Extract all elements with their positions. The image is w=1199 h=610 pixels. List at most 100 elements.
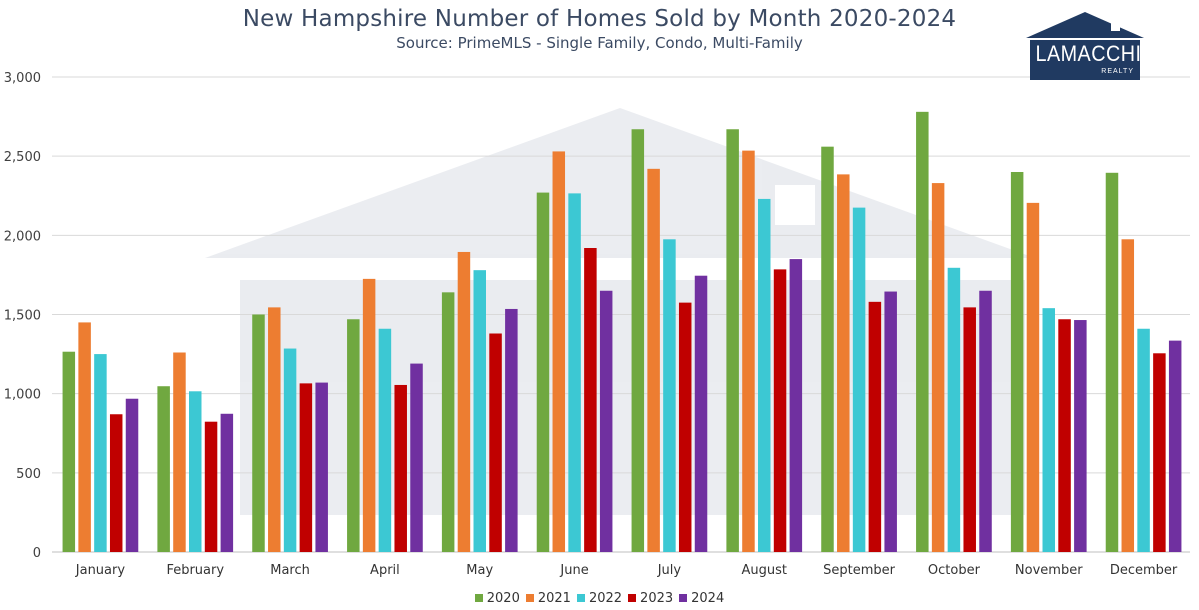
bar-2024-april bbox=[410, 363, 423, 552]
bar-2021-may bbox=[457, 251, 471, 553]
bar-2024-august bbox=[789, 259, 803, 552]
y-gridlines bbox=[52, 76, 1190, 474]
logo-sub: REALTY bbox=[1101, 68, 1134, 75]
x-tick-label: September bbox=[823, 563, 896, 578]
lamacchia-logo: LAMACCHIA REALTY bbox=[1026, 12, 1156, 84]
bar-2023-august bbox=[773, 269, 787, 552]
bar-2022-april bbox=[378, 328, 392, 552]
bar-2023-september bbox=[868, 301, 882, 552]
bar-2021-november bbox=[1026, 202, 1040, 552]
x-tick-label: August bbox=[742, 563, 788, 578]
y-tick-label: 2,500 bbox=[4, 150, 41, 165]
bar-2023-december bbox=[1153, 353, 1166, 552]
bar-2021-february bbox=[173, 352, 186, 552]
bar-2023-october bbox=[963, 307, 976, 552]
bar-2020-february bbox=[157, 386, 170, 552]
bar-2021-march bbox=[268, 307, 281, 552]
bar-2020-april bbox=[347, 319, 360, 552]
legend-label: 2024 bbox=[691, 591, 725, 606]
legend-item: 2023 bbox=[628, 591, 673, 606]
y-tick-label: 3,000 bbox=[4, 71, 41, 86]
legend-label: 2023 bbox=[640, 591, 674, 606]
bar-2020-october bbox=[916, 111, 929, 552]
x-tick-label: May bbox=[466, 563, 493, 578]
x-tick-label: February bbox=[166, 563, 224, 578]
legend-swatch bbox=[679, 594, 688, 602]
chart-legend: 2020 2021 2022 2023 2024 bbox=[0, 591, 1199, 606]
bar-2023-march bbox=[299, 383, 313, 552]
bar-2020-september bbox=[821, 146, 834, 552]
legend-swatch bbox=[576, 594, 585, 602]
y-tick-label: 500 bbox=[16, 467, 41, 482]
bar-2022-june bbox=[568, 193, 581, 552]
bar-2021-august bbox=[742, 150, 755, 552]
bar-2024-july bbox=[694, 275, 708, 552]
legend-label: 2022 bbox=[588, 591, 623, 606]
logo-window-icon bbox=[1111, 22, 1120, 31]
bar-2024-december bbox=[1168, 340, 1182, 552]
title-block: New Hampshire Number of Homes Sold by Mo… bbox=[0, 6, 1199, 52]
x-tick-label: October bbox=[928, 563, 981, 578]
bar-2023-june bbox=[584, 248, 597, 552]
legend-label: 2020 bbox=[486, 591, 520, 606]
bar-2022-december bbox=[1137, 328, 1150, 552]
legend-swatch bbox=[474, 594, 483, 602]
bars bbox=[62, 111, 1182, 553]
legend-item: 2021 bbox=[525, 591, 571, 606]
bar-2024-october bbox=[979, 290, 992, 552]
x-tick-label: July bbox=[657, 563, 682, 578]
x-tick-label: November bbox=[1015, 563, 1083, 578]
bar-2023-january bbox=[109, 414, 123, 552]
bar-2020-august bbox=[726, 129, 739, 552]
bar-2022-january bbox=[94, 354, 107, 552]
chart-title: New Hampshire Number of Homes Sold by Mo… bbox=[242, 6, 957, 32]
bar-2023-april bbox=[394, 384, 407, 552]
x-tick-label: April bbox=[370, 563, 400, 578]
bar-2022-july bbox=[663, 239, 676, 552]
bar-2021-october bbox=[931, 183, 945, 553]
y-axis-tick-labels: 0 500 1,000 1,500 2,000 2,500 3,000 bbox=[4, 71, 41, 561]
bar-2023-july bbox=[678, 302, 692, 552]
x-axis-tick-labels: January February March April May June July Augu… bbox=[75, 563, 1178, 578]
bar-2024-june bbox=[599, 290, 613, 552]
bar-2022-may bbox=[473, 270, 486, 552]
legend-swatch bbox=[525, 594, 534, 602]
bar-2024-january bbox=[125, 398, 139, 552]
y-tick-label: 2,000 bbox=[4, 229, 41, 244]
legend-label: 2021 bbox=[537, 591, 571, 606]
bar-2022-september bbox=[852, 207, 866, 552]
bar-2020-june bbox=[536, 192, 550, 553]
logo-band: LAMACCHIA REALTY bbox=[1030, 40, 1156, 80]
bar-2021-september bbox=[837, 174, 850, 552]
bar-2020-november bbox=[1010, 172, 1024, 552]
x-tick-label: December bbox=[1110, 563, 1178, 578]
bar-2024-february bbox=[220, 413, 234, 552]
bar-2021-january bbox=[78, 322, 91, 552]
bar-2023-november bbox=[1058, 319, 1071, 552]
bar-2024-september bbox=[884, 291, 897, 552]
bar-2023-may bbox=[489, 333, 502, 552]
bar-2022-august bbox=[758, 198, 771, 552]
y-tick-label: 1,000 bbox=[4, 388, 41, 403]
legend-item: 2024 bbox=[679, 591, 724, 606]
y-tick-label: 0 bbox=[33, 546, 41, 561]
bar-2021-june bbox=[552, 151, 566, 552]
bar-2024-march bbox=[315, 382, 328, 552]
bar-2022-october bbox=[947, 267, 961, 552]
bar-2020-january bbox=[62, 351, 76, 552]
bar-2020-march bbox=[252, 314, 265, 552]
bar-2021-december bbox=[1121, 239, 1135, 552]
bar-2021-april bbox=[362, 278, 376, 552]
bar-2020-may bbox=[441, 292, 455, 552]
bar-2023-february bbox=[204, 421, 218, 552]
logo-name: LAMACCHIA bbox=[1035, 41, 1156, 66]
bar-2024-november bbox=[1074, 320, 1087, 552]
bar-2020-december bbox=[1105, 172, 1119, 552]
x-tick-label: March bbox=[270, 563, 310, 578]
bar-2022-february bbox=[189, 391, 202, 552]
legend-item: 2020 bbox=[474, 591, 520, 606]
bar-2022-march bbox=[283, 348, 297, 552]
x-tick-label: January bbox=[75, 563, 126, 578]
bar-2022-november bbox=[1042, 308, 1055, 552]
legend-swatch bbox=[628, 594, 637, 602]
